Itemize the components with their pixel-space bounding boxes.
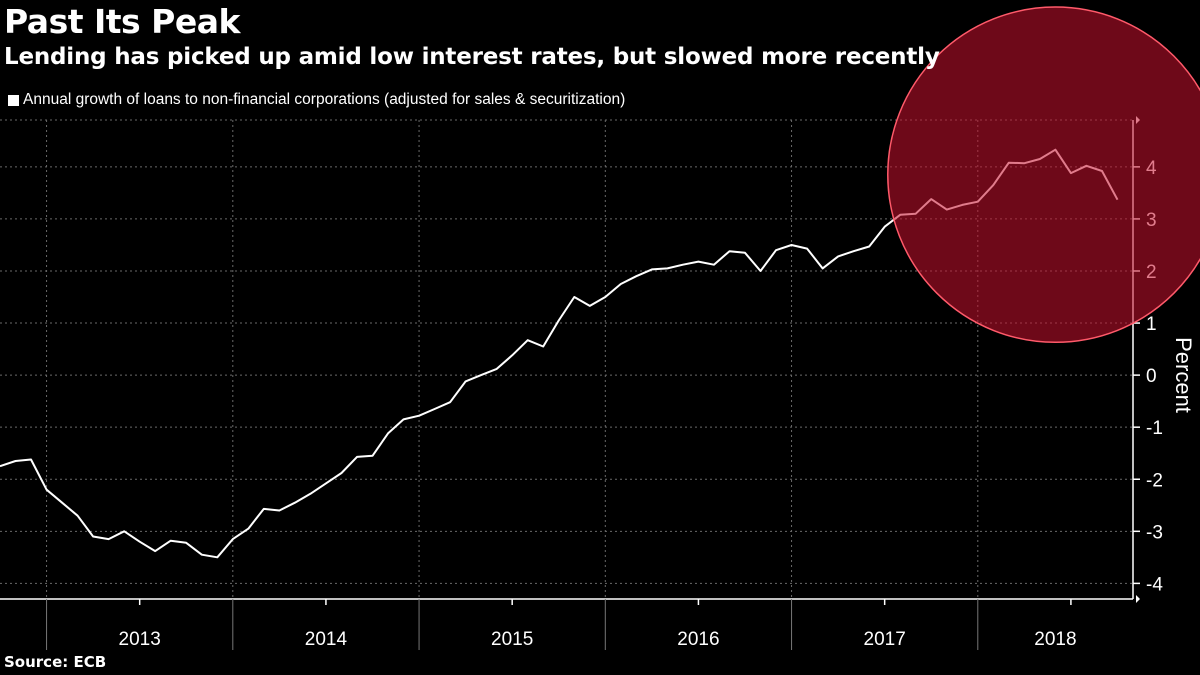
chart-subtitle: Lending has picked up amid low interest … [4, 44, 940, 70]
y-tick-label: -1 [1146, 418, 1163, 439]
legend: Annual growth of loans to non-financial … [8, 91, 625, 109]
legend-swatch [8, 94, 19, 106]
highlight-circle [887, 6, 1200, 343]
grid-lines [0, 119, 1133, 599]
x-tick-label: 2017 [864, 629, 906, 650]
chart-title: Past Its Peak [4, 2, 240, 41]
y-tick-label: 0 [1146, 366, 1157, 387]
x-tick-label: 2016 [677, 629, 719, 650]
y-axis-title: Percent [1171, 337, 1196, 413]
y-tick-label: 1 [1146, 314, 1157, 335]
source-note: Source: ECB [4, 653, 107, 671]
y-axis-arrow-bottom [1136, 595, 1140, 603]
legend-label: Annual growth of loans to non-financial … [23, 91, 626, 108]
x-tick-label: 2013 [119, 629, 161, 650]
y-tick-label: -4 [1146, 574, 1163, 595]
x-axis: 2013 2014 2015 2016 2017 2018 [0, 598, 1133, 650]
y-tick-label: -3 [1146, 522, 1163, 543]
x-tick-label: 2018 [1034, 629, 1076, 650]
y-tick-label: -2 [1146, 470, 1163, 491]
x-tick-label: 2015 [491, 629, 533, 650]
x-tick-label: 2014 [305, 629, 348, 650]
